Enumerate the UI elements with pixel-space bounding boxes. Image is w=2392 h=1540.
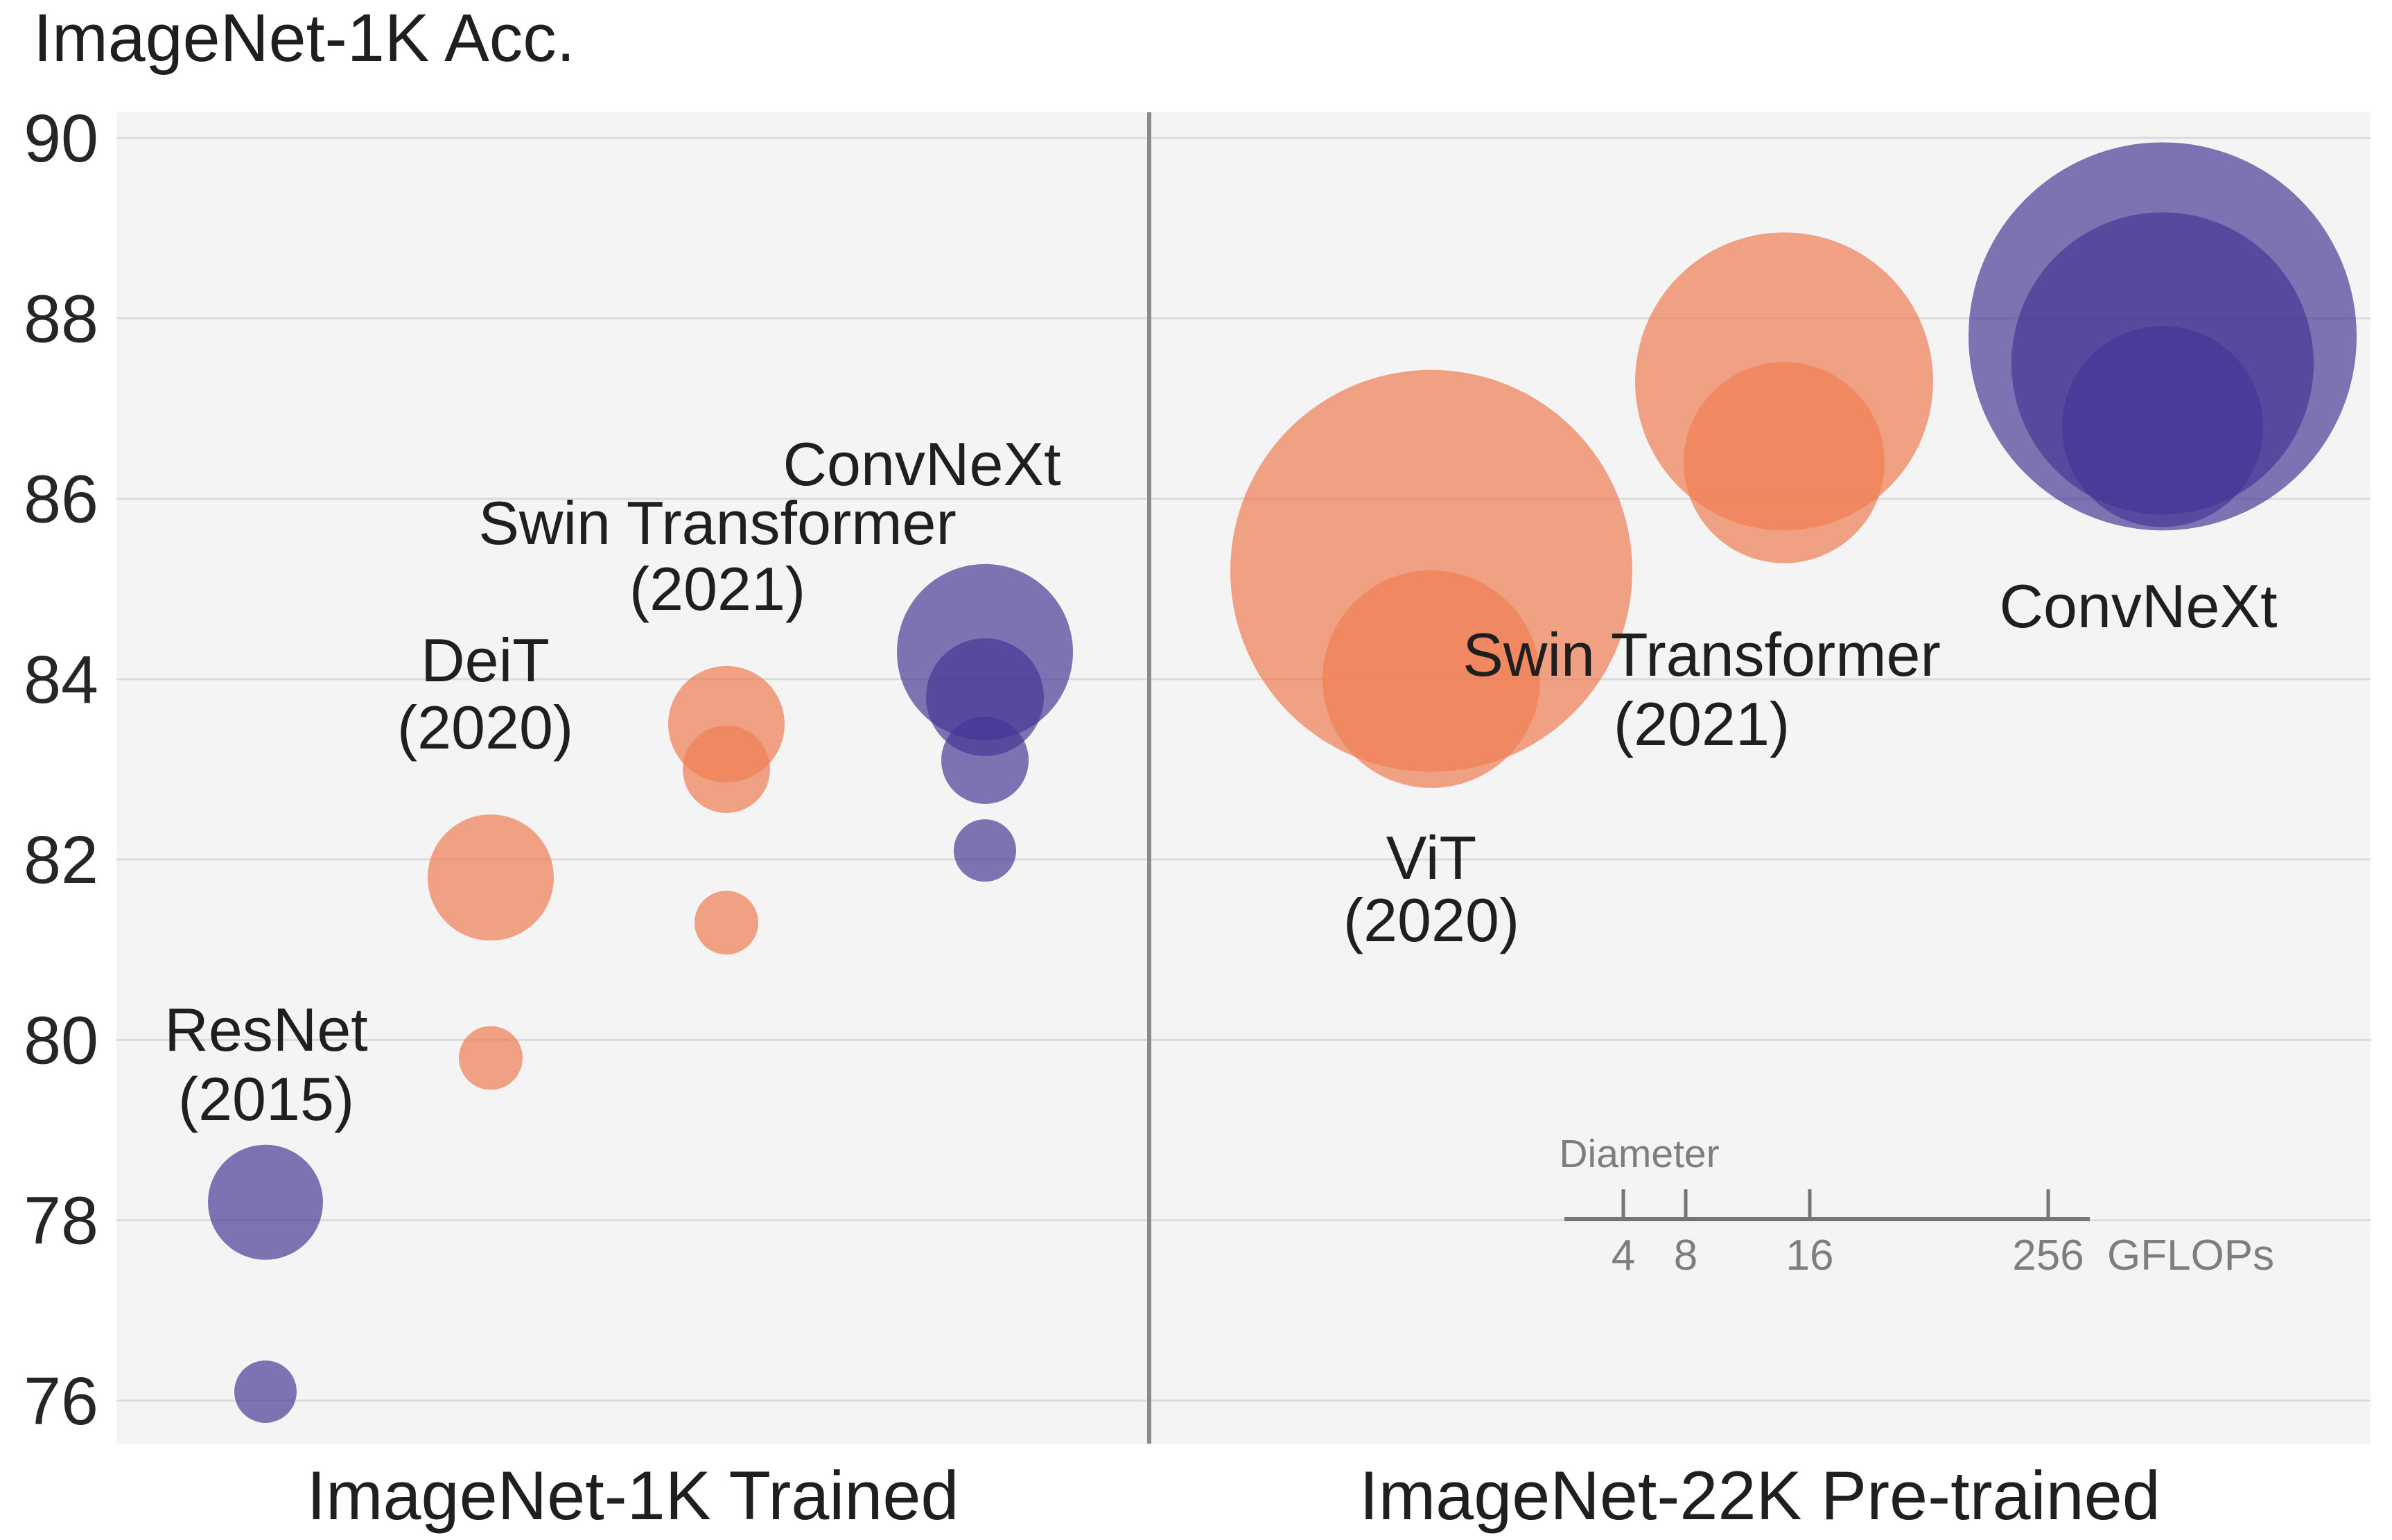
series-label-vit-line1: ViT [1386, 823, 1476, 892]
bubble-convnext-82.1 [954, 819, 1016, 882]
panel-caption-imagenet-22k: ImageNet-22K Pre-trained [1359, 1457, 2160, 1534]
y-tick-label-88: 88 [24, 281, 98, 356]
series-label-resnet-line1: ResNet [164, 995, 367, 1064]
size-legend-layer: 4 8 16 256 [1564, 1189, 2090, 1279]
y-tick-label-80: 80 [24, 1002, 98, 1078]
legend-unit-label: GFLOPs [2107, 1232, 2274, 1279]
bubble-resnet-78.2 [208, 1144, 323, 1260]
legend-title: Diameter [1559, 1132, 1719, 1176]
series-label-deit-line2: (2020) [397, 693, 573, 762]
bubble-deit-81.8 [428, 814, 554, 941]
legend-tick-label-256: 256 [2012, 1232, 2084, 1279]
bubble-convnext-83.1 [941, 716, 1029, 804]
bubble-swin-transformer-81.3 [695, 891, 758, 955]
series-label-swin-transformer-line1: Swin Transformer [478, 489, 957, 557]
series-label-deit-line1: DeiT [421, 626, 550, 694]
series-label-convnext-line1: ConvNeXt [1999, 572, 2277, 640]
legend-tick-label-8: 8 [1674, 1232, 1697, 1279]
series-label-swin-transformer-line2: (2021) [629, 554, 805, 623]
series-label-swin-transformer-line2: (2021) [1614, 690, 1790, 758]
y-tick-label-90: 90 [24, 100, 98, 176]
y-tick-label-84: 84 [24, 642, 98, 717]
series-labels-layer: ResNet(2015)DeiT(2020)Swin Transformer(2… [164, 430, 2277, 1133]
y-tick-label-76: 76 [24, 1363, 98, 1439]
y-tick-label-82: 82 [24, 822, 98, 898]
bubble-deit-79.8 [459, 1026, 523, 1090]
series-label-vit-line2: (2020) [1343, 886, 1519, 954]
bubble-swin-transformer-86.4 [1684, 362, 1885, 563]
bubble-convnext-86.8 [2062, 326, 2263, 527]
bubble-vit-84 [1322, 570, 1540, 788]
series-label-resnet-line2: (2015) [178, 1065, 354, 1133]
bubble-resnet-76.1 [234, 1360, 297, 1423]
y-tick-label-86: 86 [24, 462, 98, 537]
y-axis-tick-labels-layer: 90 88 86 84 82 80 78 76 [24, 100, 98, 1439]
y-tick-label-78: 78 [24, 1183, 98, 1259]
series-label-convnext-line1: ConvNeXt [783, 430, 1060, 498]
legend-tick-label-16: 16 [1786, 1232, 1834, 1279]
bubble-convnext-83.8 [926, 638, 1044, 756]
legend-tick-label-4: 4 [1612, 1232, 1635, 1279]
bubbles-layer [208, 142, 2357, 1423]
bubble-swin-transformer-83 [683, 726, 770, 813]
series-label-swin-transformer-line1: Swin Transformer [1463, 620, 1941, 689]
panel-caption-imagenet-1k: ImageNet-1K Trained [307, 1457, 959, 1534]
y-axis-title: ImageNet-1K Acc. [33, 0, 575, 76]
